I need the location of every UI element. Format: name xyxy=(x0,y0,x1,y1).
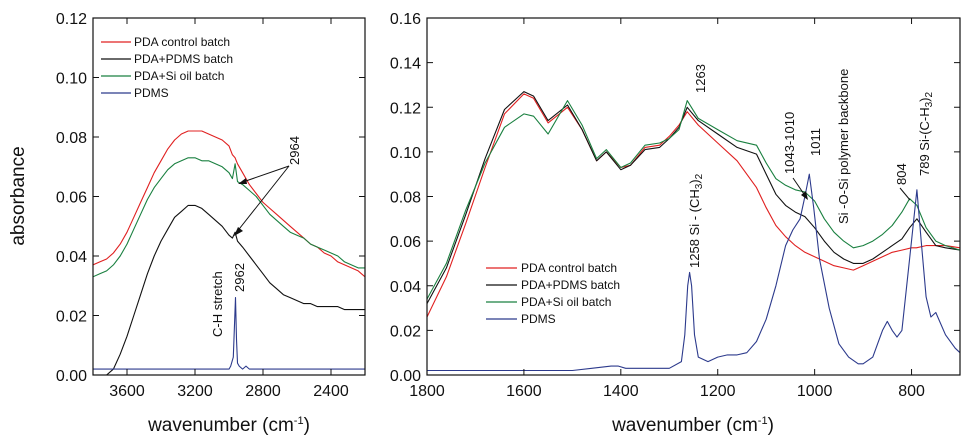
left-arrowhead-2964-black xyxy=(234,227,243,236)
right-y-tick-label-5: 0.10 xyxy=(390,145,421,162)
right-annotation-789: 789 Si-(C-H3)2 xyxy=(917,91,935,176)
left-annotation-ch-stretch: C-H stretch xyxy=(210,271,225,337)
right-y-tick-label-6: 0.12 xyxy=(390,100,421,117)
left-legend-label-pda-si-oil: PDA+Si oil batch xyxy=(134,69,224,83)
left-y-tick-label-6: 0.12 xyxy=(56,11,87,28)
right-legend: PDA control batch PDA+PDMS batch PDA+Si … xyxy=(486,261,620,326)
right-ticks: 1800 1600 1400 1200 1000 800 0.00 0.02 0.04 0.06 0… xyxy=(390,11,960,400)
right-series-group xyxy=(427,91,961,372)
left-y-tick-label-0: 0.00 xyxy=(56,368,87,385)
left-annotation-2964: 2964 xyxy=(287,136,302,165)
left-ticks: 3600 3200 2800 2400 0.00 0.02 0.04 0.06 0.08 0.10… xyxy=(56,11,365,400)
left-annotations: 2964 2962 C-H stretch xyxy=(210,136,302,337)
right-arrowhead-1043-1010 xyxy=(801,191,808,200)
left-legend-label-pda-control: PDA control batch xyxy=(134,35,230,49)
right-annotation-backbone: Si -O-Si polymer backbone xyxy=(836,69,851,224)
right-y-tick-label-2: 0.04 xyxy=(390,279,421,296)
right-x-tick-label-800: 800 xyxy=(898,383,925,400)
right-x-tick-label-1800: 1800 xyxy=(409,383,445,400)
left-annotation-2962: 2962 xyxy=(232,263,247,292)
left-x-axis-label: wavenumber (cm-1) xyxy=(147,415,310,436)
right-annotation-1043-1010: 1043-1010 xyxy=(782,112,797,174)
right-legend-label-pdms: PDMS xyxy=(521,312,556,326)
left-x-tick-label-3200: 3200 xyxy=(177,383,213,400)
right-annotation-1011: 1011 xyxy=(808,128,823,156)
left-series-pda-pdms-batch xyxy=(93,204,365,375)
left-y-tick-label-5: 0.10 xyxy=(56,71,87,88)
right-x-axis-label: wavenumber (cm-1) xyxy=(611,415,774,436)
left-series-pda-si-oil-batch xyxy=(93,157,365,278)
left-arrow-2964-green xyxy=(239,165,290,184)
right-annotation-1263: 1263 xyxy=(693,64,708,93)
left-arrowhead-2964-green xyxy=(238,178,247,184)
right-series-pda-si-oil-batch xyxy=(427,100,961,300)
left-panel: 3600 3200 2800 2400 0.00 0.02 0.04 0.06 0.08 0.10… xyxy=(8,11,366,436)
left-series-pdms xyxy=(93,297,365,370)
right-series-pdms xyxy=(427,173,961,372)
left-legend-label-pda-pdms: PDA+PDMS batch xyxy=(134,52,233,66)
right-tick-804 xyxy=(899,187,911,201)
left-series-pda-control-batch xyxy=(93,130,365,278)
left-legend: PDA control batch PDA+PDMS batch PDA+Si … xyxy=(101,35,233,100)
right-legend-label-pda-control: PDA control batch xyxy=(521,261,617,275)
right-series-pda-pdms-batch xyxy=(427,91,961,304)
right-y-tick-label-4: 0.08 xyxy=(390,190,421,207)
right-y-tick-label-1: 0.02 xyxy=(390,323,421,340)
right-annotation-804: 804 xyxy=(894,163,909,185)
left-x-tick-label-2400: 2400 xyxy=(313,383,349,400)
right-x-tick-label-1400: 1400 xyxy=(603,383,639,400)
left-arrow-2964-black xyxy=(235,165,290,234)
right-annotation-1258: 1258 Si - (CH3)2 xyxy=(687,173,705,268)
left-y-tick-label-3: 0.06 xyxy=(56,190,87,207)
right-legend-label-pda-pdms: PDA+PDMS batch xyxy=(521,278,620,292)
left-x-tick-label-2800: 2800 xyxy=(245,383,281,400)
left-y-tick-label-1: 0.02 xyxy=(56,309,87,326)
right-y-tick-label-8: 0.16 xyxy=(390,11,421,28)
right-y-tick-label-3: 0.06 xyxy=(390,234,421,251)
right-panel: 1800 1600 1400 1200 1000 800 0.00 0.02 0.04 0.06 0… xyxy=(390,11,961,436)
left-y-tick-label-4: 0.08 xyxy=(56,130,87,147)
right-annotations: 1263 1258 Si - (CH3)2 1043-1010 1011 Si … xyxy=(687,64,935,268)
right-y-tick-label-0: 0.00 xyxy=(390,368,421,385)
right-series-pda-control-batch xyxy=(427,93,961,318)
right-x-tick-label-1000: 1000 xyxy=(797,383,833,400)
right-x-tick-label-1200: 1200 xyxy=(700,383,736,400)
right-legend-label-pda-si-oil: PDA+Si oil batch xyxy=(521,295,611,309)
left-x-tick-label-3600: 3600 xyxy=(109,383,145,400)
left-series-group xyxy=(93,130,365,375)
right-y-tick-label-7: 0.14 xyxy=(390,56,421,73)
left-y-tick-label-2: 0.04 xyxy=(56,249,87,266)
right-x-tick-label-1600: 1600 xyxy=(506,383,542,400)
left-y-axis-label: absorbance xyxy=(8,146,29,245)
left-legend-label-pdms: PDMS xyxy=(134,86,169,100)
